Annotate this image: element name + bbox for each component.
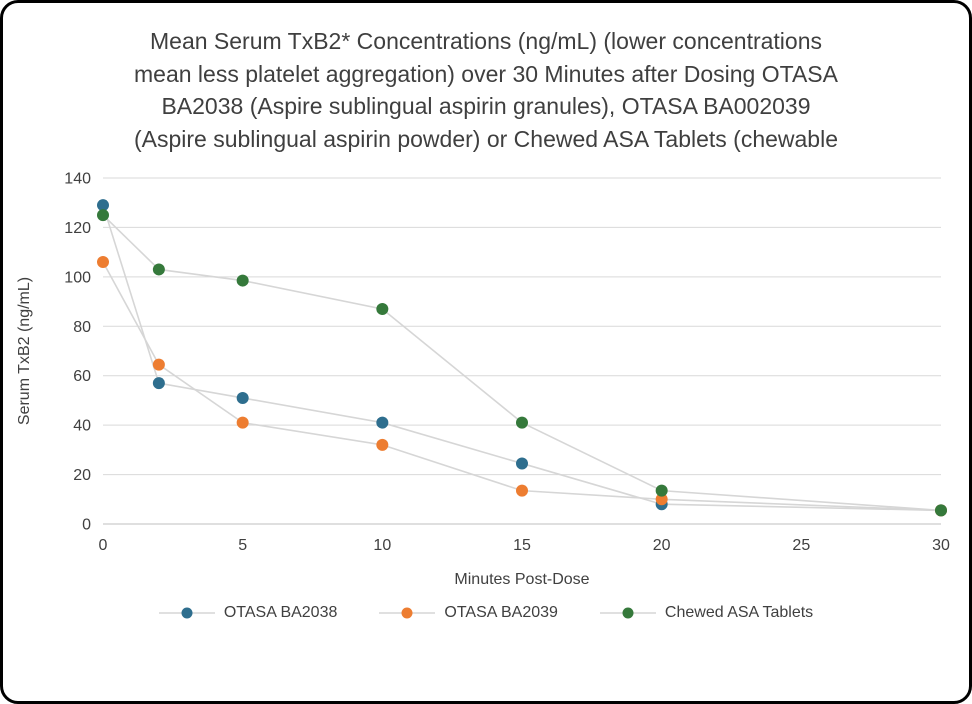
- data-point: [152, 376, 165, 389]
- legend-marker-icon: [599, 607, 656, 619]
- y-tick-label: 0: [82, 516, 91, 533]
- legend-label: Chewed ASA Tablets: [664, 603, 814, 621]
- y-tick-label: 100: [64, 269, 91, 286]
- x-tick-label: 0: [99, 537, 108, 554]
- data-point: [97, 208, 109, 221]
- y-tick-label: 40: [73, 417, 91, 434]
- x-tick-label: 20: [653, 537, 671, 554]
- data-point: [655, 484, 668, 497]
- gridlines: [103, 177, 941, 525]
- data-point: [236, 416, 249, 429]
- y-tick-label: 80: [73, 318, 91, 335]
- legend-item: OTASA BA2039: [379, 604, 558, 622]
- data-point: [236, 274, 249, 287]
- data-point: [152, 263, 165, 276]
- data-point: [655, 492, 668, 505]
- x-tick-label: 25: [792, 537, 810, 554]
- plot-area: 0 20 40 60 80 100 120 140 0 5 10 15 20 25 30 Serum TxB…: [16, 170, 950, 588]
- data-point: [516, 484, 528, 497]
- y-axis-title: Serum TxB2 (ng/mL): [16, 277, 33, 425]
- legend: OTASA BA2038 OTASA BA2039 Chewed ASA Table…: [3, 604, 969, 622]
- legend-label: OTASA BA2039: [444, 603, 558, 621]
- y-tick-label: 20: [73, 467, 91, 484]
- legend-item: OTASA BA2038: [158, 603, 338, 622]
- axis-tick-labels: 0 20 40 60 80 100 120 140 0 5 10 15 20 25 30: [64, 170, 950, 554]
- x-tick-label: 15: [513, 537, 531, 554]
- data-series: [97, 198, 947, 517]
- x-tick-label: 30: [932, 537, 950, 554]
- legend-marker-icon: [158, 607, 215, 619]
- y-tick-label: 60: [73, 368, 91, 385]
- data-point: [516, 416, 528, 429]
- y-tick-label: 120: [64, 220, 91, 237]
- data-point: [376, 416, 389, 429]
- x-axis-title: Minutes Post-Dose: [454, 571, 589, 588]
- x-tick-label: 10: [373, 537, 391, 554]
- y-tick-label: 140: [64, 170, 91, 187]
- data-point: [376, 438, 389, 451]
- legend-label: OTASA BA2038: [223, 603, 338, 621]
- data-point: [236, 391, 249, 404]
- chart-title: Mean Serum TxB2* Concentrations (ng/mL) …: [133, 28, 838, 152]
- legend-marker-icon: [379, 607, 436, 619]
- data-point: [935, 504, 947, 517]
- x-tick-label: 5: [238, 537, 247, 554]
- series-line: [102, 261, 942, 511]
- data-point: [376, 302, 389, 315]
- data-point: [97, 198, 109, 211]
- legend-item: Chewed ASA Tablets: [599, 603, 814, 622]
- data-point: [97, 255, 109, 268]
- data-point: [516, 457, 528, 470]
- data-point: [152, 358, 165, 371]
